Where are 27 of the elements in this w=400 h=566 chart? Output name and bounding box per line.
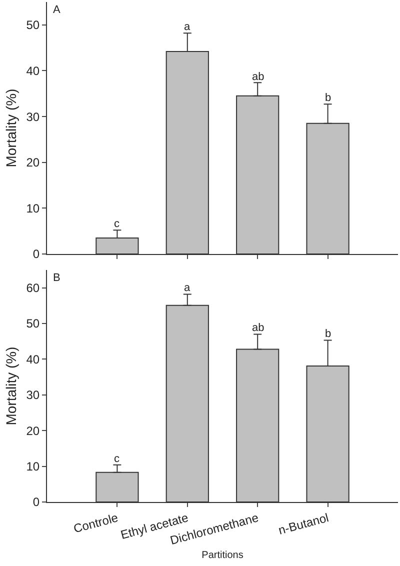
annotation: c [114,453,120,465]
y-tick-label: 40 [26,352,40,366]
x-axis-title: Partitions [202,550,244,562]
y-axis-title: Mortality (%) [2,88,19,168]
y-axis-title: Mortality (%) [2,346,19,426]
y-tick-label: 40 [26,64,40,78]
y-tick-label: 20 [26,424,40,438]
annotation: A [53,4,61,16]
y-tick-label: 20 [26,156,40,170]
annotation: a [184,21,191,33]
y-tick-label: 60 [26,281,40,296]
annotation: a [184,282,191,294]
annotation: b [325,92,332,104]
annotation: B [53,272,60,284]
annotation: ab [252,71,264,83]
annotation: c [114,218,120,230]
annotation: ab [252,322,264,334]
y-tick-label: 50 [26,316,40,331]
y-tick-label: 0 [32,247,40,262]
y-tick-label: 50 [26,18,40,32]
y-tick-label: 10 [26,460,40,474]
x-tick-label: Controle [72,510,120,536]
annotation: b [325,328,332,340]
y-tick-label: 0 [32,495,40,510]
y-tick-label: 30 [26,388,40,402]
y-tick-label: 10 [26,201,40,216]
y-tick-label: 30 [26,110,40,124]
